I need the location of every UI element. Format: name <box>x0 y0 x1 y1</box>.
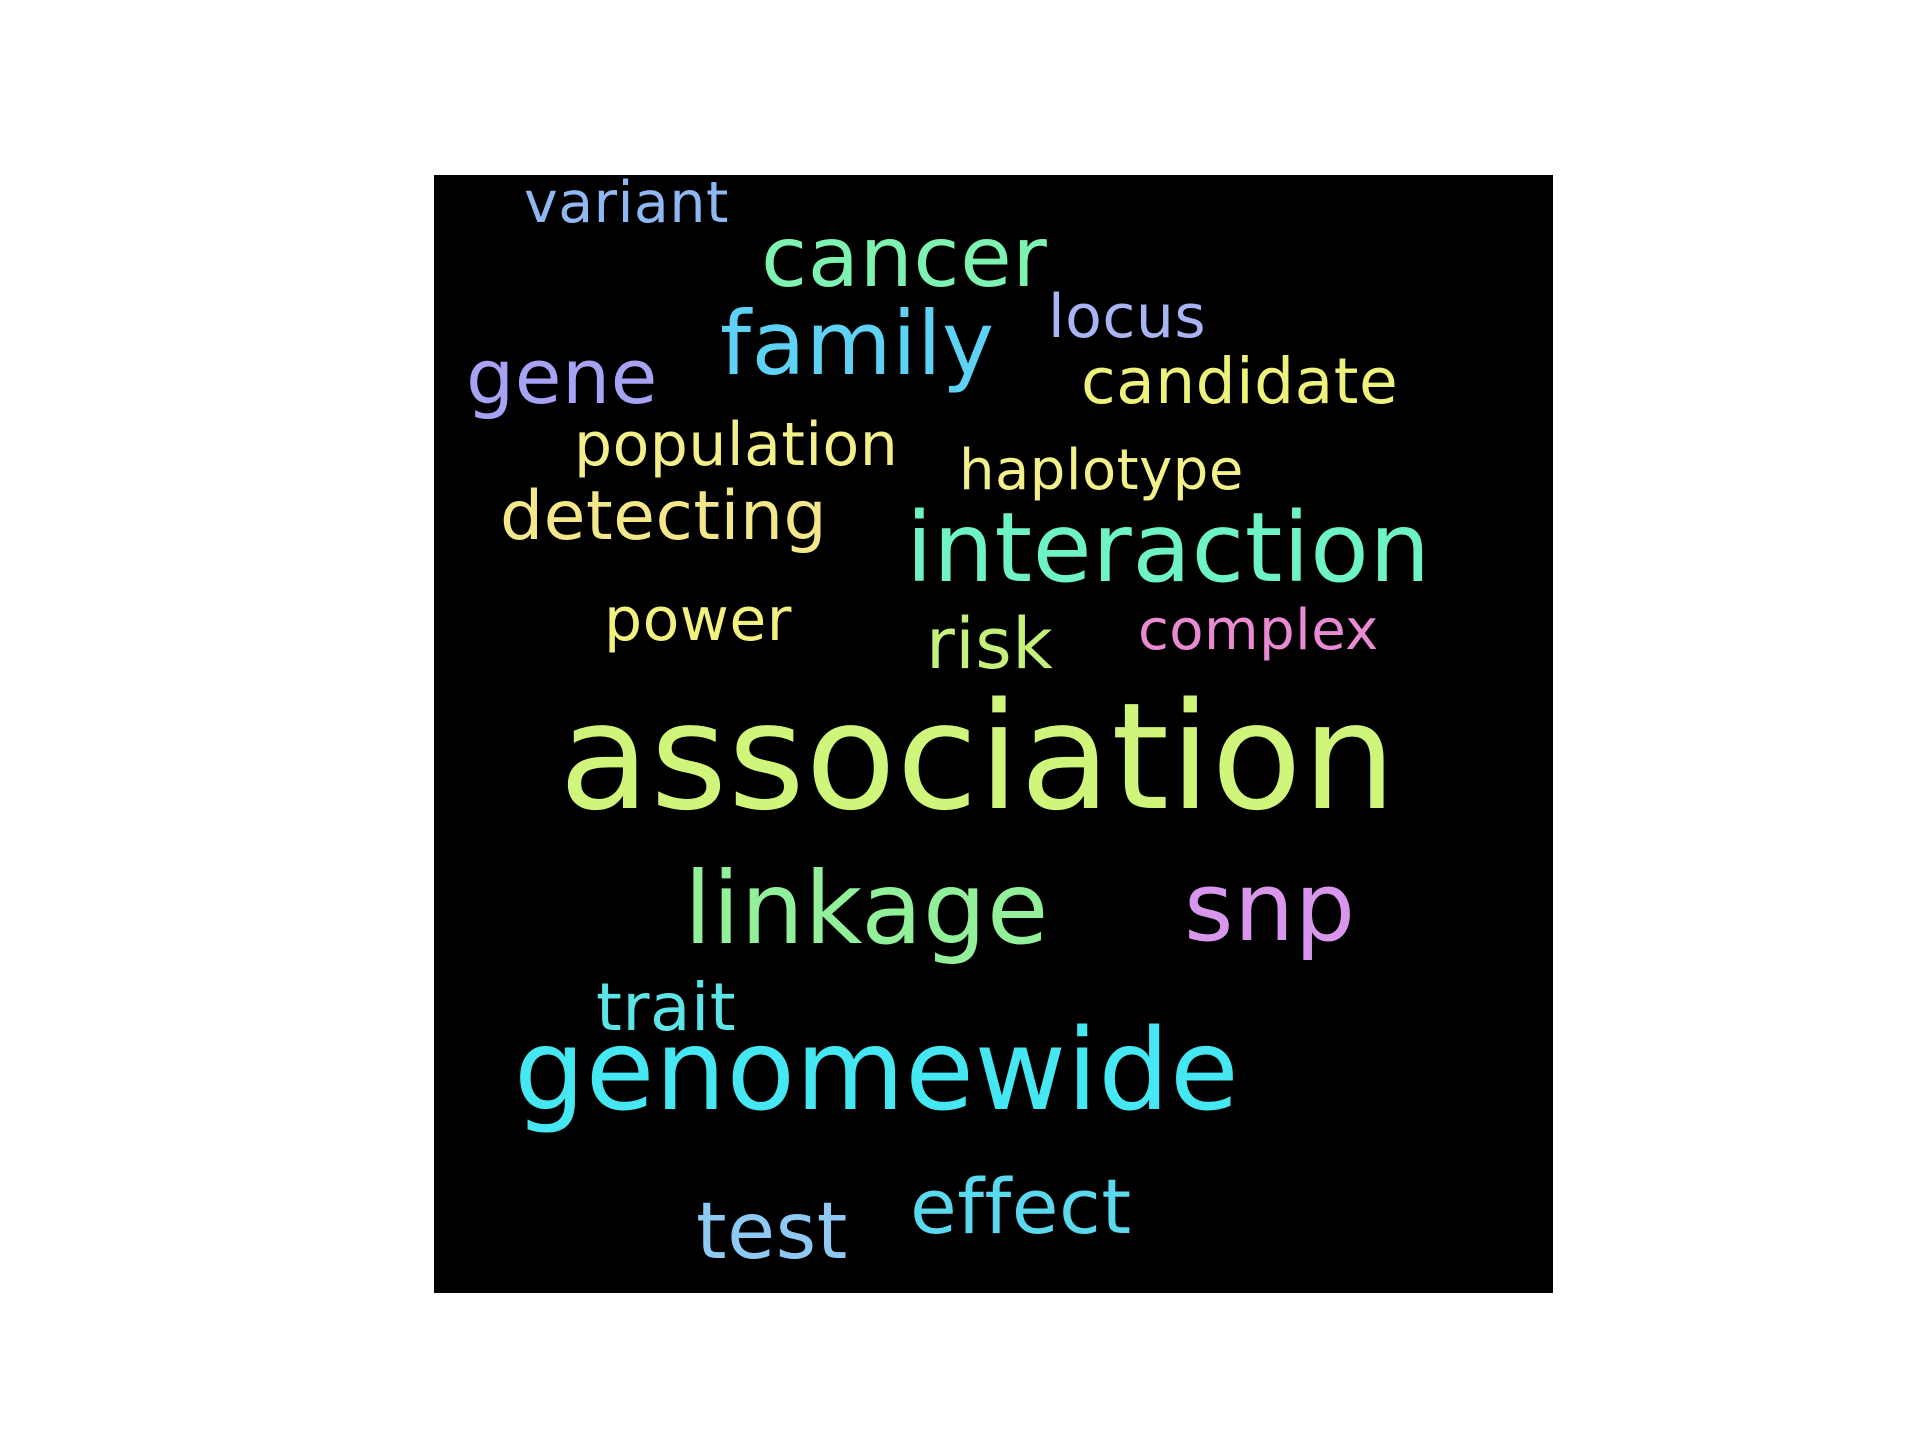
word-gene: gene <box>466 332 658 421</box>
word-variant: variant <box>524 175 729 236</box>
word-candidate: candidate <box>1081 345 1399 418</box>
word-complex: complex <box>1138 598 1379 663</box>
word-effect: effect <box>910 1162 1132 1251</box>
word-association: association <box>559 671 1397 843</box>
word-risk: risk <box>926 603 1054 685</box>
word-snp: snp <box>1184 853 1356 963</box>
word-genomewide: genomewide <box>514 1006 1240 1136</box>
word-detecting: detecting <box>500 477 828 556</box>
word-locus: locus <box>1048 282 1207 352</box>
word-interaction: interaction <box>906 492 1431 604</box>
word-family: family <box>720 292 995 395</box>
word-linkage: linkage <box>684 850 1049 967</box>
word-haplotype: haplotype <box>959 438 1244 503</box>
word-power: power <box>604 585 792 655</box>
word-cancer: cancer <box>761 208 1048 306</box>
word-test: test <box>696 1187 848 1277</box>
word-trait: trait <box>596 969 737 1046</box>
word-cloud: variant cancer locus family gene candida… <box>434 175 1553 1293</box>
word-population: population <box>574 410 899 480</box>
